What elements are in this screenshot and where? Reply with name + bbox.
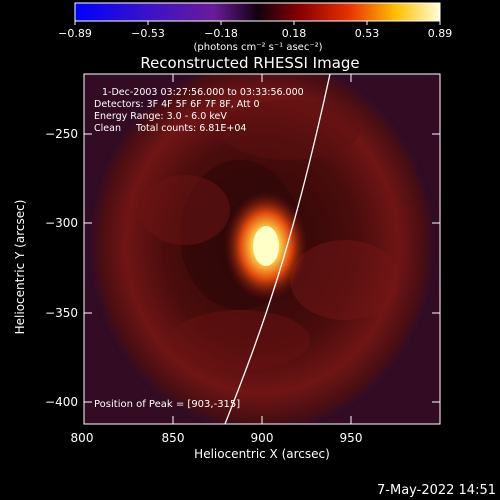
colorbar-gradient [74,2,441,22]
emission-blob [290,240,400,320]
colorbar-tick-label: 0.89 [428,27,453,40]
colorbar-tick-label: −0.18 [204,27,238,40]
info-block: 1-Dec-2003 03:27:56.000 to 03:33:56.000 … [94,87,304,134]
colorbar-tick-label: 0.18 [282,27,307,40]
emission-blob [220,100,360,160]
colorbar-ticks [74,21,441,25]
emission-blob [170,310,310,370]
footer-timestamp: 7-May-2022 14:51 [377,483,496,498]
y-axis [84,133,440,403]
info-energy-range: Energy Range: 3.0 - 6.0 keV [94,111,227,122]
peak-position-label: Position of Peak = [903,-315] [94,399,240,410]
y-tick-label: −400 [45,395,78,409]
emission-blob [140,175,230,245]
info-counts: Clean Total counts: 6.81E+04 [94,123,246,134]
x-tick-label: 950 [340,431,363,445]
y-tick-label: −250 [45,127,78,141]
y-tick-label: −300 [45,216,78,230]
solar-limb [224,74,331,424]
x-tick-label: 800 [71,431,94,445]
x-axis-label: Heliocentric X (arcsec) [194,447,330,461]
colorbar-tick-label: −0.53 [131,27,165,40]
x-tick-label: 900 [251,431,274,445]
x-tick-label: 850 [162,431,185,445]
x-axis [83,74,352,424]
y-axis-label: Heliocentric Y (arcsec) [13,200,27,335]
colorbar: −0.89 −0.53 −0.18 0.18 0.53 0.89 (photon… [58,2,453,53]
peak-core [253,226,279,266]
colorbar-tick-label: 0.53 [355,27,380,40]
info-detectors: Detectors: 3F 4F 5F 6F 7F 8F, Att 0 [94,99,260,110]
colorbar-unit-label: (photons cm⁻² s⁻¹ asec⁻²) [193,42,322,53]
info-time-range: 1-Dec-2003 03:27:56.000 to 03:33:56.000 [102,87,304,98]
colorbar-tick-label: −0.89 [58,27,92,40]
plot-title: Reconstructed RHESSI Image [140,54,359,72]
image-area [84,74,440,424]
y-tick-label: −350 [45,306,78,320]
